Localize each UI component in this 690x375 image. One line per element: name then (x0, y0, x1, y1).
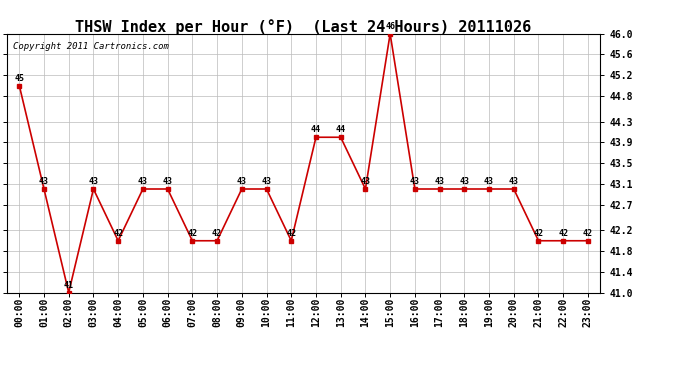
Text: 43: 43 (237, 177, 247, 186)
Text: 43: 43 (435, 177, 444, 186)
Text: 43: 43 (360, 177, 371, 186)
Text: 42: 42 (113, 229, 123, 238)
Text: 42: 42 (533, 229, 544, 238)
Text: 44: 44 (311, 126, 321, 135)
Text: 43: 43 (163, 177, 172, 186)
Text: Copyright 2011 Cartronics.com: Copyright 2011 Cartronics.com (13, 42, 169, 51)
Text: 41: 41 (63, 281, 74, 290)
Text: THSW Index per Hour (°F)  (Last 24 Hours) 20111026: THSW Index per Hour (°F) (Last 24 Hours)… (75, 19, 532, 34)
Text: 42: 42 (583, 229, 593, 238)
Text: 46: 46 (385, 22, 395, 31)
Text: 43: 43 (138, 177, 148, 186)
Text: 43: 43 (88, 177, 99, 186)
Text: 42: 42 (188, 229, 197, 238)
Text: 44: 44 (336, 126, 346, 135)
Text: 43: 43 (410, 177, 420, 186)
Text: 45: 45 (14, 74, 24, 83)
Text: 43: 43 (484, 177, 494, 186)
Text: 43: 43 (460, 177, 469, 186)
Text: 42: 42 (212, 229, 222, 238)
Text: 43: 43 (262, 177, 271, 186)
Text: 42: 42 (558, 229, 568, 238)
Text: 43: 43 (39, 177, 49, 186)
Text: 42: 42 (286, 229, 296, 238)
Text: 43: 43 (509, 177, 519, 186)
